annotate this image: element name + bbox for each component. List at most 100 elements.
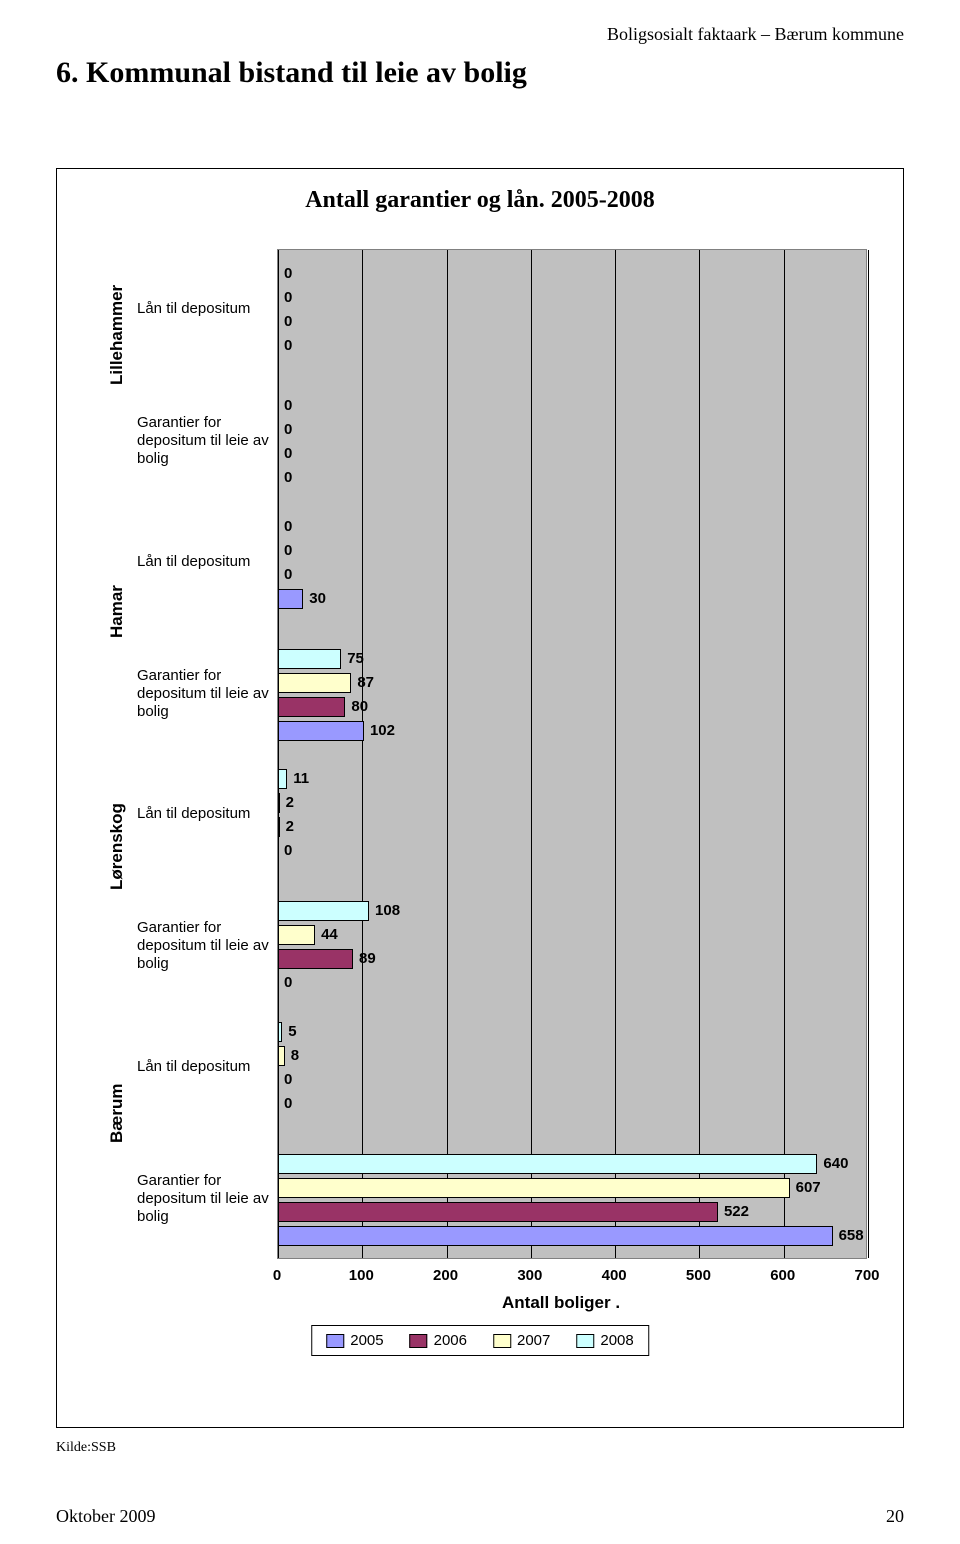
y-group-label: Lørenskog [107, 866, 127, 890]
document-header: Boligsosialt faktaark – Bærum kommune [607, 24, 904, 45]
bar [278, 1154, 817, 1174]
y-series-label: Lån til depositum [137, 553, 271, 571]
gridline [784, 250, 785, 1258]
bar [278, 817, 280, 837]
bar-value-label: 0 [284, 518, 292, 535]
y-series-label: Lån til depositum [137, 300, 271, 318]
plot-area: 0000000000030758780102112201084489058006… [277, 249, 867, 1259]
source-label: Kilde:SSB [56, 1440, 116, 1456]
legend-item: 2005 [326, 1332, 383, 1349]
chart-frame: Antall garantier og lån. 2005-2008 0 0 0 0 0… [56, 168, 904, 1428]
legend-swatch [493, 1334, 511, 1348]
bar-value-label: 607 [796, 1179, 821, 1196]
bar-value-label: 658 [839, 1227, 864, 1244]
plot-background [278, 250, 866, 1258]
section-title: 6. Kommunal bistand til leie av bolig [56, 56, 527, 90]
bar-value-label: 8 [291, 1047, 299, 1064]
bar [278, 1022, 282, 1042]
gridline [531, 250, 532, 1258]
bar-value-label: 0 [284, 265, 292, 282]
bar-value-label: 0 [284, 397, 292, 414]
bar-value-label: 0 [284, 842, 292, 859]
footer-right: 20 [886, 1506, 904, 1527]
x-tick-label: 700 [847, 1267, 887, 1284]
bar [278, 721, 364, 741]
bar-value-label: 0 [284, 542, 292, 559]
bar-value-label: 89 [359, 950, 376, 967]
legend-label: 2006 [434, 1332, 467, 1349]
gridline [615, 250, 616, 1258]
bar [278, 769, 287, 789]
bar-value-label: 44 [321, 926, 338, 943]
bar [278, 649, 341, 669]
legend-label: 2007 [517, 1332, 550, 1349]
x-tick-label: 500 [678, 1267, 718, 1284]
bar-value-label: 0 [284, 469, 292, 486]
gridline [699, 250, 700, 1258]
bar [278, 1226, 833, 1246]
bar [278, 1202, 718, 1222]
bar-value-label: 2 [286, 794, 294, 811]
bar-value-label: 80 [351, 698, 368, 715]
x-tick-label: 100 [341, 1267, 381, 1284]
y-group-label: Bærum [107, 1119, 127, 1143]
y-series-label: Garantier for depositum til leie av boli… [137, 919, 271, 973]
bar-value-label: 0 [284, 445, 292, 462]
bar-value-label: 0 [284, 337, 292, 354]
bar-value-label: 5 [288, 1023, 296, 1040]
x-tick-label: 200 [426, 1267, 466, 1284]
legend-item: 2008 [576, 1332, 633, 1349]
bar [278, 589, 303, 609]
legend-label: 2005 [350, 1332, 383, 1349]
bar [278, 1046, 285, 1066]
y-series-label: Garantier for depositum til leie av boli… [137, 414, 271, 468]
bar-value-label: 0 [284, 974, 292, 991]
bar-value-label: 0 [284, 566, 292, 583]
legend: 2005 2006 2007 2008 [311, 1325, 649, 1356]
x-axis-title: Antall boliger . [502, 1293, 620, 1313]
bar-value-label: 87 [357, 674, 374, 691]
legend-swatch [576, 1334, 594, 1348]
bar [278, 901, 369, 921]
bar-value-label: 0 [284, 421, 292, 438]
bar-value-label: 30 [309, 590, 326, 607]
x-tick-label: 400 [594, 1267, 634, 1284]
legend-swatch [410, 1334, 428, 1348]
y-series-label: Lån til depositum [137, 1058, 271, 1076]
bar-value-label: 640 [823, 1155, 848, 1172]
bar [278, 697, 345, 717]
x-tick-label: 300 [510, 1267, 550, 1284]
bar-value-label: 102 [370, 722, 395, 739]
bar-value-label: 108 [375, 902, 400, 919]
legend-item: 2007 [493, 1332, 550, 1349]
legend-item: 2006 [410, 1332, 467, 1349]
gridline [447, 250, 448, 1258]
legend-swatch [326, 1334, 344, 1348]
bar [278, 793, 280, 813]
chart-title: Antall garantier og lån. 2005-2008 [57, 187, 903, 214]
y-series-label: Lån til depositum [137, 805, 271, 823]
bar [278, 673, 351, 693]
bar [278, 949, 353, 969]
y-series-label: Garantier for depositum til leie av boli… [137, 1172, 271, 1226]
gridline [362, 250, 363, 1258]
y-group-label: Lillehammer [107, 361, 127, 385]
bar-value-label: 0 [284, 289, 292, 306]
bar-value-label: 0 [284, 1095, 292, 1112]
bar-value-label: 0 [284, 1071, 292, 1088]
legend-label: 2008 [600, 1332, 633, 1349]
bar [278, 925, 315, 945]
y-series-label: Garantier for depositum til leie av boli… [137, 667, 271, 721]
bar-value-label: 2 [286, 818, 294, 835]
x-tick-label: 600 [763, 1267, 803, 1284]
bar-value-label: 11 [293, 770, 309, 787]
gridline [868, 250, 869, 1258]
y-group-label: Hamar [107, 614, 127, 638]
bar-value-label: 522 [724, 1203, 749, 1220]
x-tick-label: 0 [257, 1267, 297, 1284]
bar-value-label: 0 [284, 313, 292, 330]
gridline [278, 250, 279, 1258]
bar [278, 1178, 790, 1198]
footer-left: Oktober 2009 [56, 1506, 155, 1527]
bar-value-label: 75 [347, 650, 364, 667]
